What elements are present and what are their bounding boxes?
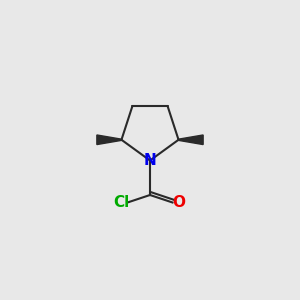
Text: O: O bbox=[172, 195, 186, 210]
Text: Cl: Cl bbox=[113, 195, 129, 210]
Polygon shape bbox=[97, 135, 122, 145]
Polygon shape bbox=[178, 135, 203, 145]
Text: N: N bbox=[144, 153, 156, 168]
